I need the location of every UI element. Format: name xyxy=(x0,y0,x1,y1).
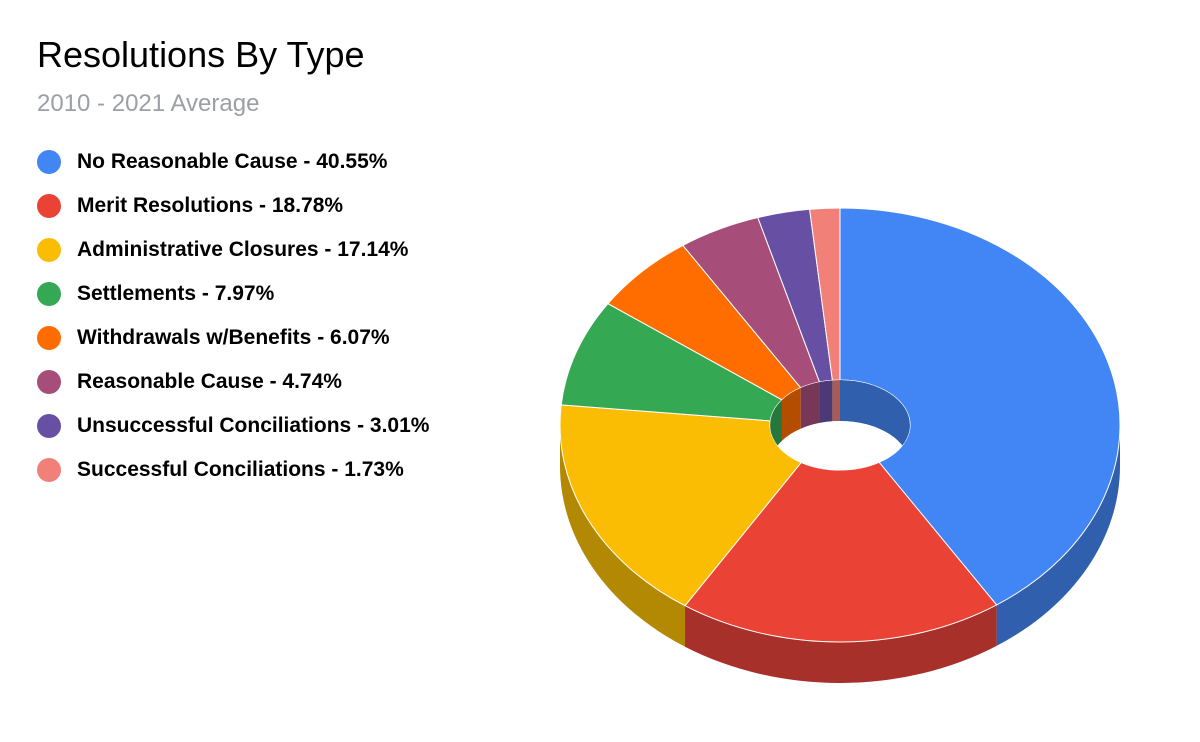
legend-marker xyxy=(37,282,61,306)
slice-inner-wall-unsuccessful-conciliations xyxy=(819,380,833,423)
legend-marker xyxy=(37,150,61,174)
legend-marker xyxy=(37,194,61,218)
legend-item-reasonable-cause[interactable]: Reasonable Cause - 4.74% xyxy=(37,360,429,404)
slice-side-administrative-closures xyxy=(560,425,686,647)
slice-inner-wall-no-reasonable-cause xyxy=(840,380,910,466)
legend-label: Administrative Closures - 17.14% xyxy=(77,238,409,261)
donut-hole-walls xyxy=(770,380,910,466)
legend-label: Withdrawals w/Benefits - 6.07% xyxy=(77,326,390,349)
slice-side-no-reasonable-cause xyxy=(996,425,1120,646)
legend-label: Unsuccessful Conciliations - 3.01% xyxy=(77,414,430,437)
legend-marker xyxy=(37,414,61,438)
legend-label: Reasonable Cause - 4.74% xyxy=(77,370,342,393)
legend-item-administrative-closures[interactable]: Administrative Closures - 17.14% xyxy=(37,228,429,272)
legend-label: No Reasonable Cause - 40.55% xyxy=(77,150,388,173)
legend-item-no-reasonable-cause[interactable]: No Reasonable Cause - 40.55% xyxy=(37,140,429,184)
slice-inner-wall-reasonable-cause xyxy=(800,381,820,429)
chart-title: Resolutions By Type xyxy=(37,34,365,75)
legend-marker xyxy=(37,370,61,394)
legend-label: Merit Resolutions - 18.78% xyxy=(77,194,344,217)
legend-item-withdrawals-with-benefits[interactable]: Withdrawals w/Benefits - 6.07% xyxy=(37,316,429,360)
slice-side-merit-resolutions xyxy=(685,604,997,683)
chart-subtitle: 2010 - 2021 Average xyxy=(37,90,260,117)
legend-label: Successful Conciliations - 1.73% xyxy=(77,458,404,481)
legend-item-merit-resolutions[interactable]: Merit Resolutions - 18.78% xyxy=(37,184,429,228)
chart-legend: No Reasonable Cause - 40.55% Merit Resol… xyxy=(37,140,429,492)
donut-hole xyxy=(770,421,910,470)
donut-top: No Reasonable CauseMerit ResolutionsAdmi… xyxy=(559,207,1121,643)
legend-marker xyxy=(37,238,61,262)
legend-item-unsuccessful-conciliations[interactable]: Unsuccessful Conciliations - 3.01% xyxy=(37,404,429,448)
legend-label: Settlements - 7.97% xyxy=(77,282,275,305)
legend-marker xyxy=(37,458,61,482)
donut-side-walls xyxy=(560,425,1120,683)
slice-inner-wall-withdrawals-w-benefits xyxy=(781,387,801,441)
legend-item-settlements[interactable]: Settlements - 7.97% xyxy=(37,272,429,316)
legend-item-successful-conciliations[interactable]: Successful Conciliations - 1.73% xyxy=(37,448,429,492)
slice-inner-wall-successful-conciliations xyxy=(832,380,840,422)
legend-marker xyxy=(37,326,61,350)
